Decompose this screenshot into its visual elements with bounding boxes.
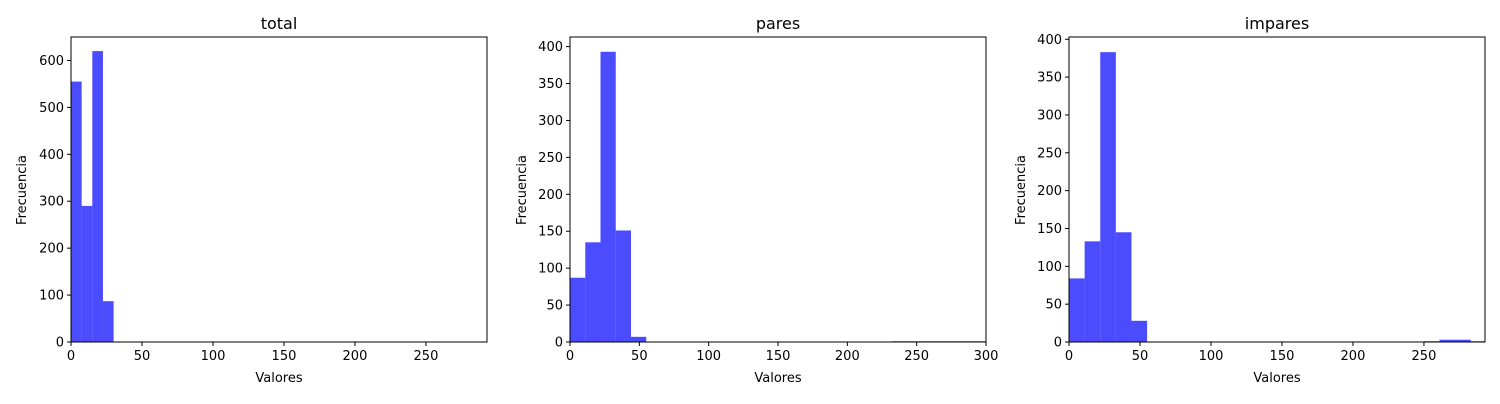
x-tick-label: 50 [1132,349,1149,364]
y-axis-label-pares: Frecuencia [515,155,530,225]
y-tick-label: 300 [538,114,563,129]
axes-frame-total [70,36,488,343]
bars-pares [570,51,986,342]
x-tick-label: 300 [974,349,999,364]
histogram-bar [1131,320,1148,342]
x-tick-label: 0 [1065,349,1073,364]
y-tick-label: 200 [1037,184,1062,199]
y-tick-label: 50 [1045,298,1062,313]
y-tick-label: 200 [39,242,64,257]
subplot-pares: pares 0 50 100 150 200 250 300 0 50 100 150 200 250… [515,14,998,386]
histogram-bar [585,242,601,342]
y-tick-label: 400 [538,40,563,55]
x-tick-label: 200 [835,349,860,364]
y-tick-label: 100 [538,262,563,277]
histogram-bar [81,205,93,342]
x-tick-label: 250 [904,349,929,364]
chart-title-total: total [261,14,298,33]
x-tick-label: 250 [1412,349,1437,364]
chart-title-impares: impares [1245,14,1309,33]
bars-impares [1069,52,1485,342]
y-ticks-impares: 0 50 100 150 200 250 300 350 400 [1037,33,1069,351]
y-tick-label: 600 [39,54,64,69]
chart-title-pares: pares [756,14,800,33]
y-tick-label: 400 [1037,33,1062,48]
y-tick-label: 250 [538,151,563,166]
x-tick-label: 100 [696,349,721,364]
x-axis-label-impares: Valores [1253,371,1300,386]
y-tick-label: 200 [538,188,563,203]
x-tick-label: 100 [1199,349,1224,364]
x-ticks-pares: 0 50 100 150 200 250 300 [566,342,999,364]
y-tick-label: 350 [1037,71,1062,86]
y-tick-label: 100 [39,289,64,304]
histogram-bar [1115,232,1132,342]
histogram-bar [631,336,647,342]
x-tick-label: 200 [1341,349,1366,364]
histogram-bar [71,81,82,343]
y-tick-label: 150 [1037,222,1062,237]
x-axis-label-pares: Valores [754,371,801,386]
y-tick-label: 250 [1037,146,1062,161]
histogram-bar [1069,278,1085,342]
x-tick-label: 50 [631,349,648,364]
y-tick-label: 100 [1037,260,1062,275]
x-tick-label: 250 [414,349,439,364]
y-tick-label: 300 [1037,108,1062,123]
histogram-bar [615,230,632,342]
x-ticks-total: 0 50 100 150 200 250 [67,342,439,364]
histogram-bar [1084,241,1101,342]
histogram-bar [92,51,103,342]
x-tick-label: 50 [134,349,151,364]
x-tick-label: 0 [67,349,75,364]
subplot-impares: impares 0 50 100 150 200 250 0 50 100 150 200 250 3… [1014,14,1486,386]
y-axis-label-total: Frecuencia [15,155,30,225]
x-tick-label: 0 [566,349,574,364]
subplot-total: total 0 50 100 150 200 250 0 100 200 300 400 500 60… [15,14,488,386]
x-axis-label-total: Valores [255,371,302,386]
x-tick-label: 100 [201,349,226,364]
y-tick-label: 0 [56,336,64,351]
histogram-bar [600,51,616,342]
y-axis-label-impares: Frecuencia [1014,155,1029,225]
histogram-bar [1439,339,1471,342]
y-tick-label: 300 [39,195,64,210]
y-tick-label: 0 [1054,336,1062,351]
y-tick-label: 400 [39,148,64,163]
histogram-bar [570,277,586,342]
axes-frame-impares [1068,36,1486,343]
histogram-bar [102,301,114,342]
y-tick-label: 150 [538,225,563,240]
x-tick-label: 150 [1270,349,1295,364]
y-ticks-total: 0 100 200 300 400 500 600 [39,54,71,351]
y-tick-label: 500 [39,101,64,116]
histogram-bar [1100,52,1116,342]
x-ticks-impares: 0 50 100 150 200 250 [1065,342,1437,364]
x-tick-label: 150 [272,349,297,364]
y-tick-label: 0 [555,336,563,351]
y-ticks-pares: 0 50 100 150 200 250 300 350 400 [538,40,570,351]
x-tick-label: 150 [766,349,791,364]
x-tick-label: 200 [343,349,368,364]
y-tick-label: 350 [538,77,563,92]
y-tick-label: 50 [546,299,563,314]
